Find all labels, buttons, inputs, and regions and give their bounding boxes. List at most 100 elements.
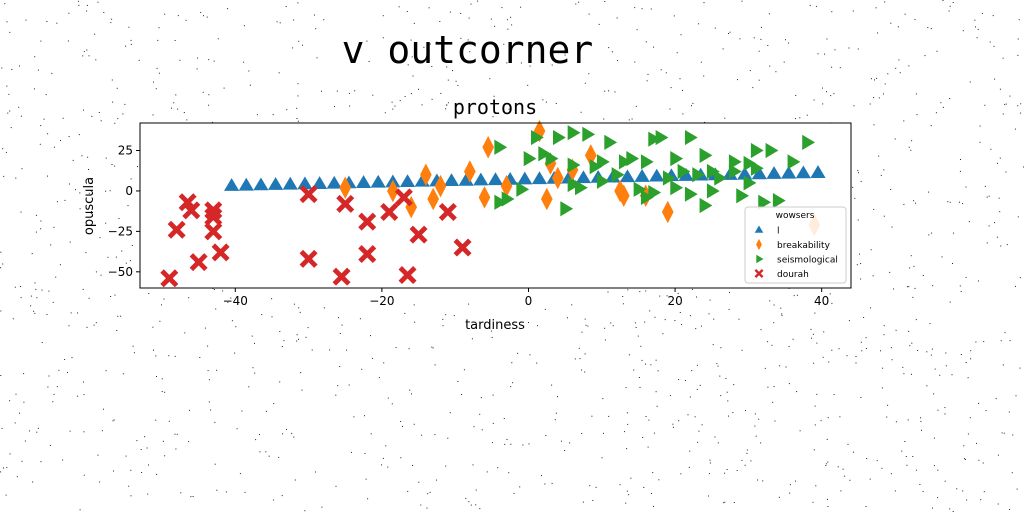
speckle-dot: [699, 384, 701, 386]
speckle-dot: [922, 491, 924, 492]
speckle-dot: [915, 93, 917, 95]
speckle-dot: [780, 307, 782, 309]
speckle-dot: [894, 138, 896, 140]
speckle-dot: [662, 333, 664, 335]
speckle-dot: [337, 385, 339, 387]
speckle-dot: [856, 264, 858, 266]
speckle-dot: [948, 10, 950, 12]
speckle-dot: [869, 103, 871, 105]
speckle-dot: [591, 415, 593, 417]
speckle-dot: [460, 12, 462, 14]
speckle-dot: [949, 98, 951, 99]
speckle-dot: [56, 386, 58, 388]
legend-entry-label: dourah: [777, 270, 809, 280]
speckle-dot: [678, 379, 680, 381]
speckle-dot: [392, 108, 394, 110]
speckle-dot: [827, 461, 829, 463]
speckle-dot: [739, 38, 741, 40]
data-point: [560, 201, 574, 217]
speckle-dot: [400, 421, 402, 422]
speckle-dot: [453, 315, 455, 317]
speckle-dot: [736, 470, 738, 471]
speckle-dot: [163, 298, 165, 300]
speckle-dot: [62, 459, 64, 461]
speckle-dot: [298, 338, 299, 340]
speckle-dot: [857, 219, 859, 221]
speckle-dot: [23, 373, 25, 375]
speckle-dot: [564, 54, 566, 56]
speckle-dot: [959, 285, 961, 287]
speckle-dot: [429, 43, 431, 45]
speckle-dot: [944, 480, 946, 482]
speckle-dot: [678, 420, 680, 422]
speckle-dot: [216, 489, 218, 491]
data-point: [750, 160, 764, 176]
data-point: [551, 166, 564, 190]
speckle-dot: [349, 105, 351, 107]
speckle-dot: [16, 476, 18, 478]
speckle-dot: [853, 451, 854, 453]
speckle-dot: [77, 395, 79, 397]
speckle-dot: [122, 113, 124, 115]
speckle-dot: [47, 175, 48, 177]
speckle-dot: [244, 491, 246, 493]
data-point: [160, 269, 179, 288]
speckle-dot: [631, 118, 633, 120]
speckle-dot: [922, 275, 924, 276]
y-tick-label: −25: [108, 224, 133, 238]
speckle-dot: [0, 251, 2, 253]
speckle-dot: [1006, 244, 1008, 246]
speckle-dot: [826, 91, 827, 93]
speckle-dot: [909, 267, 911, 269]
speckle-dot: [256, 114, 258, 116]
speckle-dot: [727, 400, 729, 402]
speckle-dot: [655, 391, 657, 393]
speckle-dot: [307, 327, 309, 329]
speckle-dot: [124, 103, 126, 105]
speckle-dot: [254, 342, 255, 344]
speckle-dot: [100, 120, 102, 122]
speckle-dot: [468, 501, 470, 503]
speckle-dot: [88, 192, 90, 194]
speckle-dot: [1000, 340, 1002, 342]
speckle-dot: [912, 456, 914, 457]
speckle-dot: [50, 244, 52, 246]
x-tick-label: −40: [223, 294, 248, 308]
speckle-dot: [964, 458, 965, 460]
speckle-dot: [97, 1, 99, 3]
speckle-dot: [767, 45, 769, 46]
speckle-dot: [709, 299, 711, 301]
speckle-dot: [14, 286, 16, 288]
speckle-dot: [781, 313, 783, 315]
speckle-dot: [595, 486, 597, 488]
speckle-dot: [241, 410, 243, 412]
x-axis: −40 −20 0 20 40: [223, 288, 829, 308]
speckle-dot: [105, 157, 107, 159]
speckle-dot: [645, 290, 647, 292]
speckle-dot: [110, 296, 112, 297]
speckle-dot: [704, 121, 705, 123]
speckle-dot: [947, 201, 949, 203]
speckle-dot: [1, 427, 3, 429]
speckle-dot: [36, 431, 38, 433]
speckle-dot: [7, 112, 9, 114]
speckle-dot: [689, 396, 691, 398]
plot-frame: [139, 122, 852, 289]
speckle-dot: [857, 48, 859, 50]
speckle-dot: [161, 304, 162, 306]
speckle-dot: [644, 321, 646, 323]
speckle-dot: [402, 425, 403, 427]
speckle-dot: [861, 350, 863, 352]
speckle-dot: [528, 443, 530, 445]
speckle-dot: [49, 444, 51, 446]
speckle-dot: [738, 318, 740, 320]
speckle-dot: [254, 372, 256, 374]
data-point: [802, 134, 816, 151]
x-axis-label: tardiness: [465, 318, 525, 333]
speckle-dot: [529, 65, 531, 67]
x-tick-label: −20: [369, 294, 394, 308]
speckle-dot: [840, 490, 842, 492]
speckle-dot: [653, 46, 654, 48]
speckle-dot: [431, 66, 433, 67]
speckle-dot: [188, 297, 190, 299]
